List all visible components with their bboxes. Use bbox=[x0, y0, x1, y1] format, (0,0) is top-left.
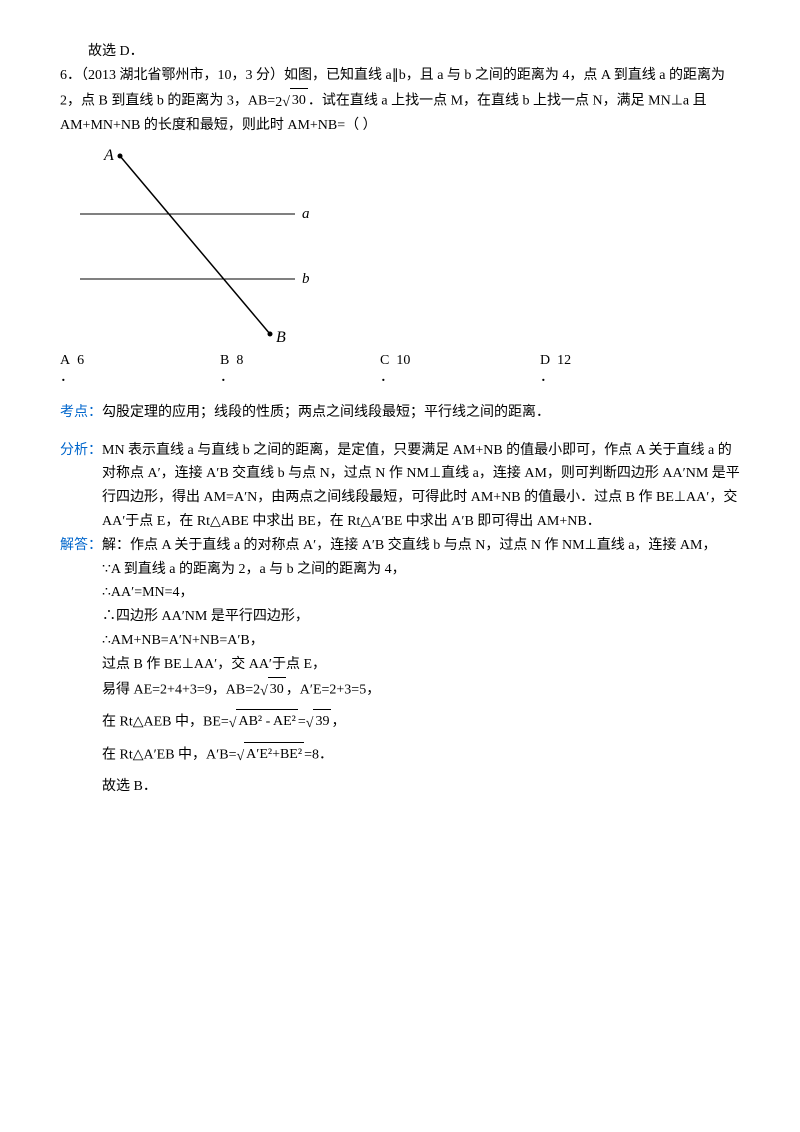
choice-a: A 6 ． bbox=[60, 353, 220, 387]
jieda-line7: 易得 AE=2+4+3=9，AB=2√30，A′E=2+3=5， bbox=[60, 677, 740, 704]
jieda-line9: 在 Rt△A′EB 中，A′B=√A′E²+BE²=8． bbox=[60, 742, 740, 769]
jieda-line8c: ， bbox=[331, 715, 345, 730]
jieda-line8-rad2: 39 bbox=[313, 709, 331, 734]
jieda-label: 解答： bbox=[60, 538, 102, 553]
choice-a-dot: ． bbox=[60, 370, 220, 387]
choice-c-letter: C bbox=[380, 353, 389, 368]
jieda-line4: ∴四边形 AA′NM 是平行四边形， bbox=[60, 605, 740, 629]
choice-d: D 12 ． bbox=[540, 353, 700, 387]
ab-radicand: 30 bbox=[290, 88, 308, 113]
svg-text:B: B bbox=[276, 329, 286, 346]
choice-d-value: 12 bbox=[557, 353, 571, 368]
choice-c: C 10 ． bbox=[380, 353, 540, 387]
kaodian-row: 考点：勾股定理的应用；线段的性质；两点之间线段最短；平行线之间的距离． bbox=[60, 401, 740, 425]
jieda-line9b: =8． bbox=[304, 748, 333, 763]
jieda-line3: ∴AA′=MN=4， bbox=[60, 581, 740, 605]
problem-number: 6． bbox=[60, 68, 81, 83]
jieda-line9-rad: A′E²+BE² bbox=[244, 742, 304, 767]
jieda-line2: ∵A 到直线 a 的距离为 2，a 与 b 之间的距离为 4， bbox=[60, 558, 740, 582]
problem-statement: 6．（2013 湖北省鄂州市，10，3 分）如图，已知直线 a∥b，且 a 与 … bbox=[60, 64, 740, 138]
choice-d-dot: ． bbox=[540, 370, 700, 387]
choice-a-value: 6 bbox=[77, 353, 84, 368]
jieda-line8: 在 Rt△AEB 中，BE=√AB² - AE²=√39， bbox=[60, 709, 740, 736]
jieda-line7b: ，A′E=2+3=5， bbox=[286, 682, 380, 697]
jieda-line5: ∴AM+NB=A′N+NB=A′B， bbox=[60, 629, 740, 653]
choice-b-dot: ． bbox=[220, 370, 380, 387]
jieda-line1: 解：作点 A 关于直线 a 的对称点 A′，连接 A′B 交直线 b 与点 N，… bbox=[102, 538, 716, 553]
svg-text:a: a bbox=[302, 206, 310, 222]
choice-c-value: 10 bbox=[396, 353, 410, 368]
jieda-line6: 过点 B 作 BE⊥AA′，交 AA′于点 E， bbox=[60, 653, 740, 677]
geometry-diagram: A B a b bbox=[60, 144, 320, 349]
svg-text:b: b bbox=[302, 271, 310, 287]
choice-c-dot: ． bbox=[380, 370, 540, 387]
fenxi-row: 分析：MN 表示直线 a 与直线 b 之间的距离，是定值，只要满足 AM+NB … bbox=[60, 439, 740, 534]
jieda-line7-rad: 30 bbox=[268, 677, 286, 702]
jieda-line8a: 在 Rt△AEB 中，BE= bbox=[102, 715, 229, 730]
fenxi-label: 分析： bbox=[60, 443, 102, 458]
answer-choices: A 6 ． B 8 ． C 10 ． D 12 ． bbox=[60, 353, 740, 387]
jieda-line8-rad: AB² - AE² bbox=[236, 709, 297, 734]
kaodian-text: 勾股定理的应用；线段的性质；两点之间线段最短；平行线之间的距离． bbox=[102, 405, 550, 420]
jieda-line7a: 易得 AE=2+4+3=9，AB=2 bbox=[102, 682, 260, 697]
jieda-line8b: = bbox=[298, 715, 306, 730]
choice-a-letter: A bbox=[60, 353, 70, 368]
problem-source: （2013 湖北省鄂州市，10，3 分） bbox=[81, 68, 284, 83]
choice-b: B 8 ． bbox=[220, 353, 380, 387]
kaodian-label: 考点： bbox=[60, 405, 102, 420]
jieda-row: 解答：解：作点 A 关于直线 a 的对称点 A′，连接 A′B 交直线 b 与点… bbox=[60, 534, 740, 558]
svg-text:A: A bbox=[103, 147, 114, 164]
jieda-answer: 故选 B． bbox=[60, 775, 740, 799]
choice-d-letter: D bbox=[540, 353, 550, 368]
jieda-line9a: 在 Rt△A′EB 中，A′B= bbox=[102, 748, 236, 763]
choice-b-letter: B bbox=[220, 353, 229, 368]
prev-answer: 故选 D． bbox=[60, 40, 740, 64]
fenxi-text: MN 表示直线 a 与直线 b 之间的距离，是定值，只要满足 AM+NB 的值最… bbox=[102, 443, 740, 529]
ab-coeff: 2 bbox=[275, 91, 282, 115]
choice-b-value: 8 bbox=[236, 353, 243, 368]
